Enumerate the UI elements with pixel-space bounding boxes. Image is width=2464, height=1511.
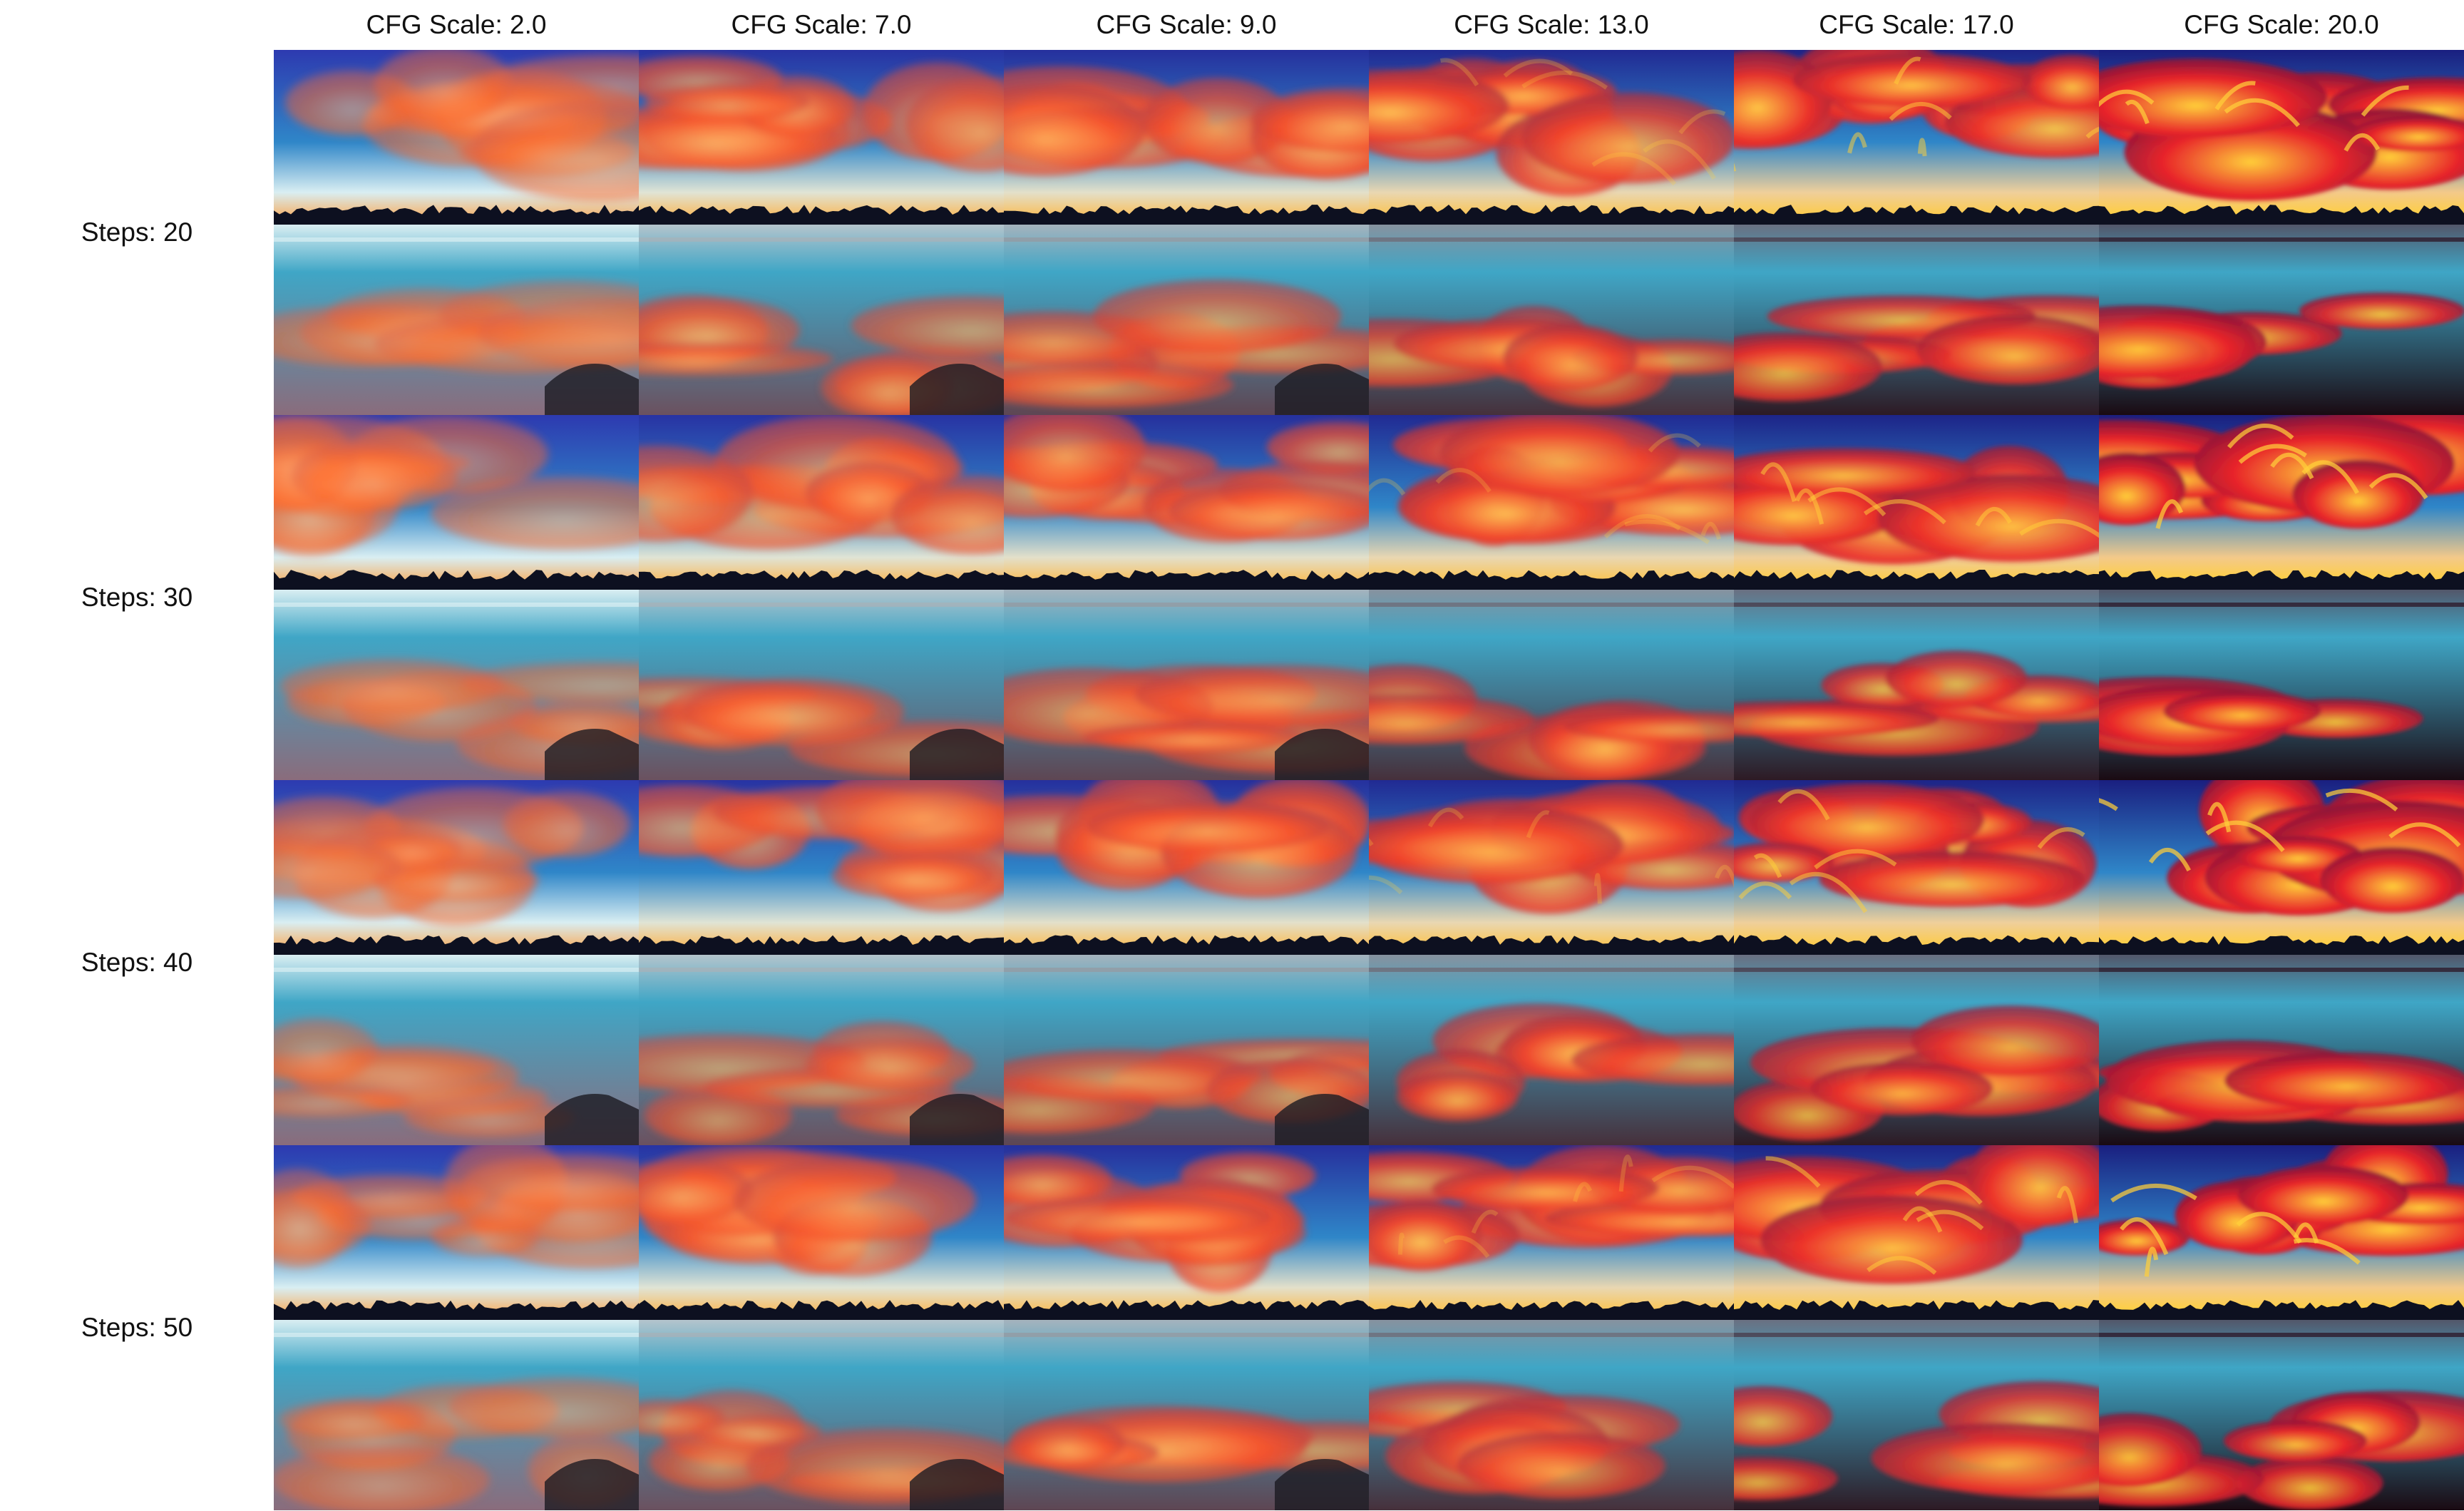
generated-image bbox=[274, 1145, 639, 1510]
column-header: CFG Scale: 17.0 bbox=[1819, 10, 2014, 39]
generated-image bbox=[639, 50, 1004, 415]
generated-image bbox=[1734, 1145, 2099, 1510]
generated-image bbox=[1734, 780, 2099, 1145]
generated-image bbox=[639, 1145, 1004, 1510]
row-header: Steps: 30 bbox=[81, 583, 193, 612]
lake-sunset-image bbox=[639, 780, 1004, 1145]
generated-image bbox=[274, 415, 639, 780]
generated-image bbox=[1369, 1145, 1734, 1510]
lake-sunset-image bbox=[639, 415, 1004, 780]
generated-image bbox=[274, 50, 639, 415]
row-header: Steps: 40 bbox=[81, 948, 193, 977]
generated-image bbox=[2099, 1145, 2464, 1510]
lake-sunset-image bbox=[639, 1145, 1004, 1510]
generated-image bbox=[639, 415, 1004, 780]
lake-sunset-image bbox=[1004, 415, 1369, 780]
lake-sunset-image bbox=[1369, 415, 1734, 780]
column-header: CFG Scale: 20.0 bbox=[2184, 10, 2379, 39]
lake-sunset-image bbox=[1369, 1145, 1734, 1510]
generated-image bbox=[2099, 50, 2464, 415]
generated-image bbox=[639, 780, 1004, 1145]
lake-sunset-image bbox=[639, 50, 1004, 415]
lake-sunset-image bbox=[1734, 780, 2099, 1145]
generated-image bbox=[1369, 780, 1734, 1145]
lake-sunset-image bbox=[1004, 780, 1369, 1145]
generated-image bbox=[1734, 415, 2099, 780]
generated-image bbox=[1734, 50, 2099, 415]
lake-sunset-image bbox=[1369, 780, 1734, 1145]
generated-image bbox=[274, 780, 639, 1145]
column-header: CFG Scale: 7.0 bbox=[731, 10, 912, 39]
generated-image bbox=[1369, 50, 1734, 415]
generated-image bbox=[1369, 415, 1734, 780]
lake-sunset-image bbox=[1734, 415, 2099, 780]
row-header: Steps: 20 bbox=[81, 217, 193, 247]
lake-sunset-image bbox=[274, 780, 639, 1145]
generated-image bbox=[2099, 780, 2464, 1145]
lake-sunset-image bbox=[1004, 50, 1369, 415]
lake-sunset-image bbox=[1734, 1145, 2099, 1510]
generated-image bbox=[1004, 415, 1369, 780]
generated-image bbox=[1004, 1145, 1369, 1510]
column-header: CFG Scale: 9.0 bbox=[1096, 10, 1277, 39]
generated-image bbox=[2099, 415, 2464, 780]
lake-sunset-image bbox=[274, 415, 639, 780]
lake-sunset-image bbox=[1369, 50, 1734, 415]
generated-image bbox=[1004, 780, 1369, 1145]
lake-sunset-image bbox=[2099, 50, 2464, 415]
generated-image bbox=[1004, 50, 1369, 415]
column-header: CFG Scale: 2.0 bbox=[366, 10, 547, 39]
lake-sunset-image bbox=[2099, 780, 2464, 1145]
column-header: CFG Scale: 13.0 bbox=[1454, 10, 1649, 39]
lake-sunset-image bbox=[1004, 1145, 1369, 1510]
row-header: Steps: 50 bbox=[81, 1313, 193, 1342]
lake-sunset-image bbox=[274, 50, 639, 415]
lake-sunset-image bbox=[274, 1145, 639, 1510]
lake-sunset-image bbox=[1734, 50, 2099, 415]
lake-sunset-image bbox=[2099, 1145, 2464, 1510]
lake-sunset-image bbox=[2099, 415, 2464, 780]
